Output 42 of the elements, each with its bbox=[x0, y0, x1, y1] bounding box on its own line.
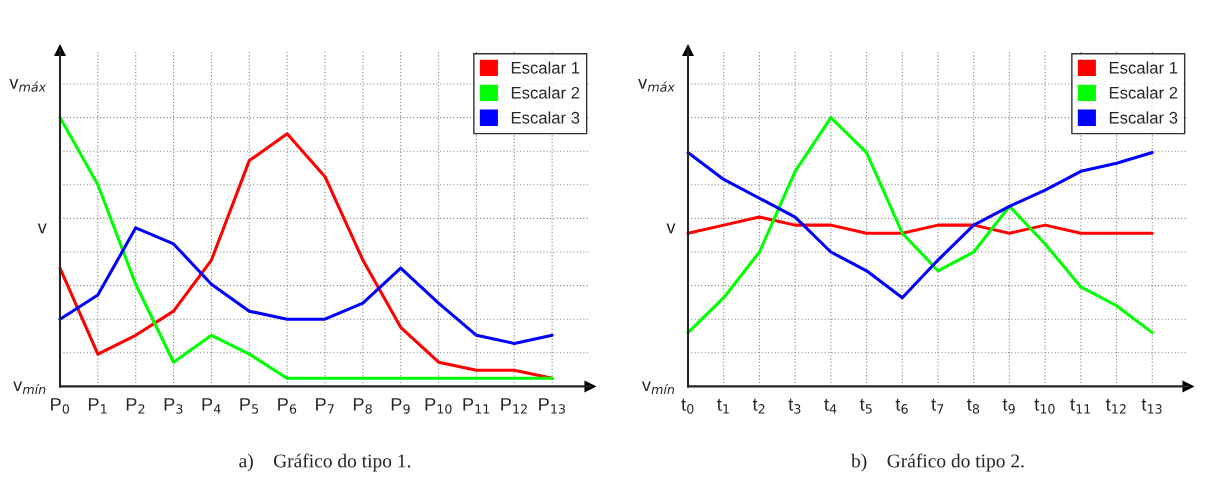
x-tick-label: t$_{1}$ bbox=[717, 398, 729, 414]
text: v$_{máx}$ bbox=[9, 79, 47, 92]
text: v$_{mín}$ bbox=[641, 381, 675, 394]
x-tick-label: t$_{11}$ bbox=[1070, 398, 1091, 414]
x-tick-label: P$_{12}$ bbox=[501, 398, 527, 414]
x-tick-label: P$_{9}$ bbox=[391, 398, 410, 414]
x-tick-label: P$_{8}$ bbox=[353, 398, 372, 414]
x-tick-label: t$_{12}$ bbox=[1105, 398, 1126, 414]
legend-label: Escalar 2 bbox=[511, 86, 580, 99]
x-tick-label: t$_{7}$ bbox=[931, 398, 944, 414]
x-tick-label: P$_{0}$ bbox=[51, 398, 70, 414]
text: v bbox=[666, 223, 676, 234]
x-tick-label: P$_{1}$ bbox=[88, 398, 107, 414]
x-tick-label: P$_{4}$ bbox=[202, 398, 221, 414]
x-tick-label: P$_{10}$ bbox=[425, 398, 452, 414]
x-tick-label: t$_{5}$ bbox=[859, 398, 872, 414]
x-tick-label: t$_{3}$ bbox=[788, 398, 801, 414]
x-tick-label: P$_{5}$ bbox=[240, 398, 259, 414]
x-tick-label: t$_{4}$ bbox=[824, 398, 837, 414]
legend-label: Escalar 3 bbox=[1109, 111, 1178, 124]
x-tick-label: t$_{10}$ bbox=[1034, 398, 1055, 414]
text: a) Gráfico do tipo 1. bbox=[239, 453, 411, 472]
x-tick-label: P$_{2}$ bbox=[126, 398, 145, 414]
legend-label: Escalar 3 bbox=[511, 111, 580, 124]
legend-label: Escalar 1 bbox=[511, 61, 580, 74]
x-tick-label: P$_{7}$ bbox=[316, 398, 334, 414]
text: v$_{máx}$ bbox=[638, 79, 675, 92]
legend-label: Escalar 1 bbox=[1109, 61, 1178, 74]
x-tick-label: t$_{8}$ bbox=[967, 398, 980, 414]
x-tick-label: t$_{2}$ bbox=[752, 398, 765, 414]
x-tick-label: P$_{3}$ bbox=[164, 398, 183, 414]
x-tick-label: t$_{0}$ bbox=[681, 398, 694, 414]
x-tick-label: t$_{13}$ bbox=[1141, 398, 1162, 414]
x-tick-label: P$_{6}$ bbox=[278, 398, 297, 414]
x-tick-label: t$_{6}$ bbox=[895, 398, 908, 414]
legend-label: Escalar 2 bbox=[1109, 86, 1178, 99]
text: v$_{mín}$ bbox=[13, 381, 46, 394]
text: b) Gráfico do tipo 2. bbox=[851, 453, 1024, 472]
text: v bbox=[37, 223, 47, 234]
x-tick-label: P$_{13}$ bbox=[539, 398, 565, 414]
x-tick-label: P$_{11}$ bbox=[463, 398, 490, 414]
x-tick-label: t$_{9}$ bbox=[1002, 398, 1015, 414]
